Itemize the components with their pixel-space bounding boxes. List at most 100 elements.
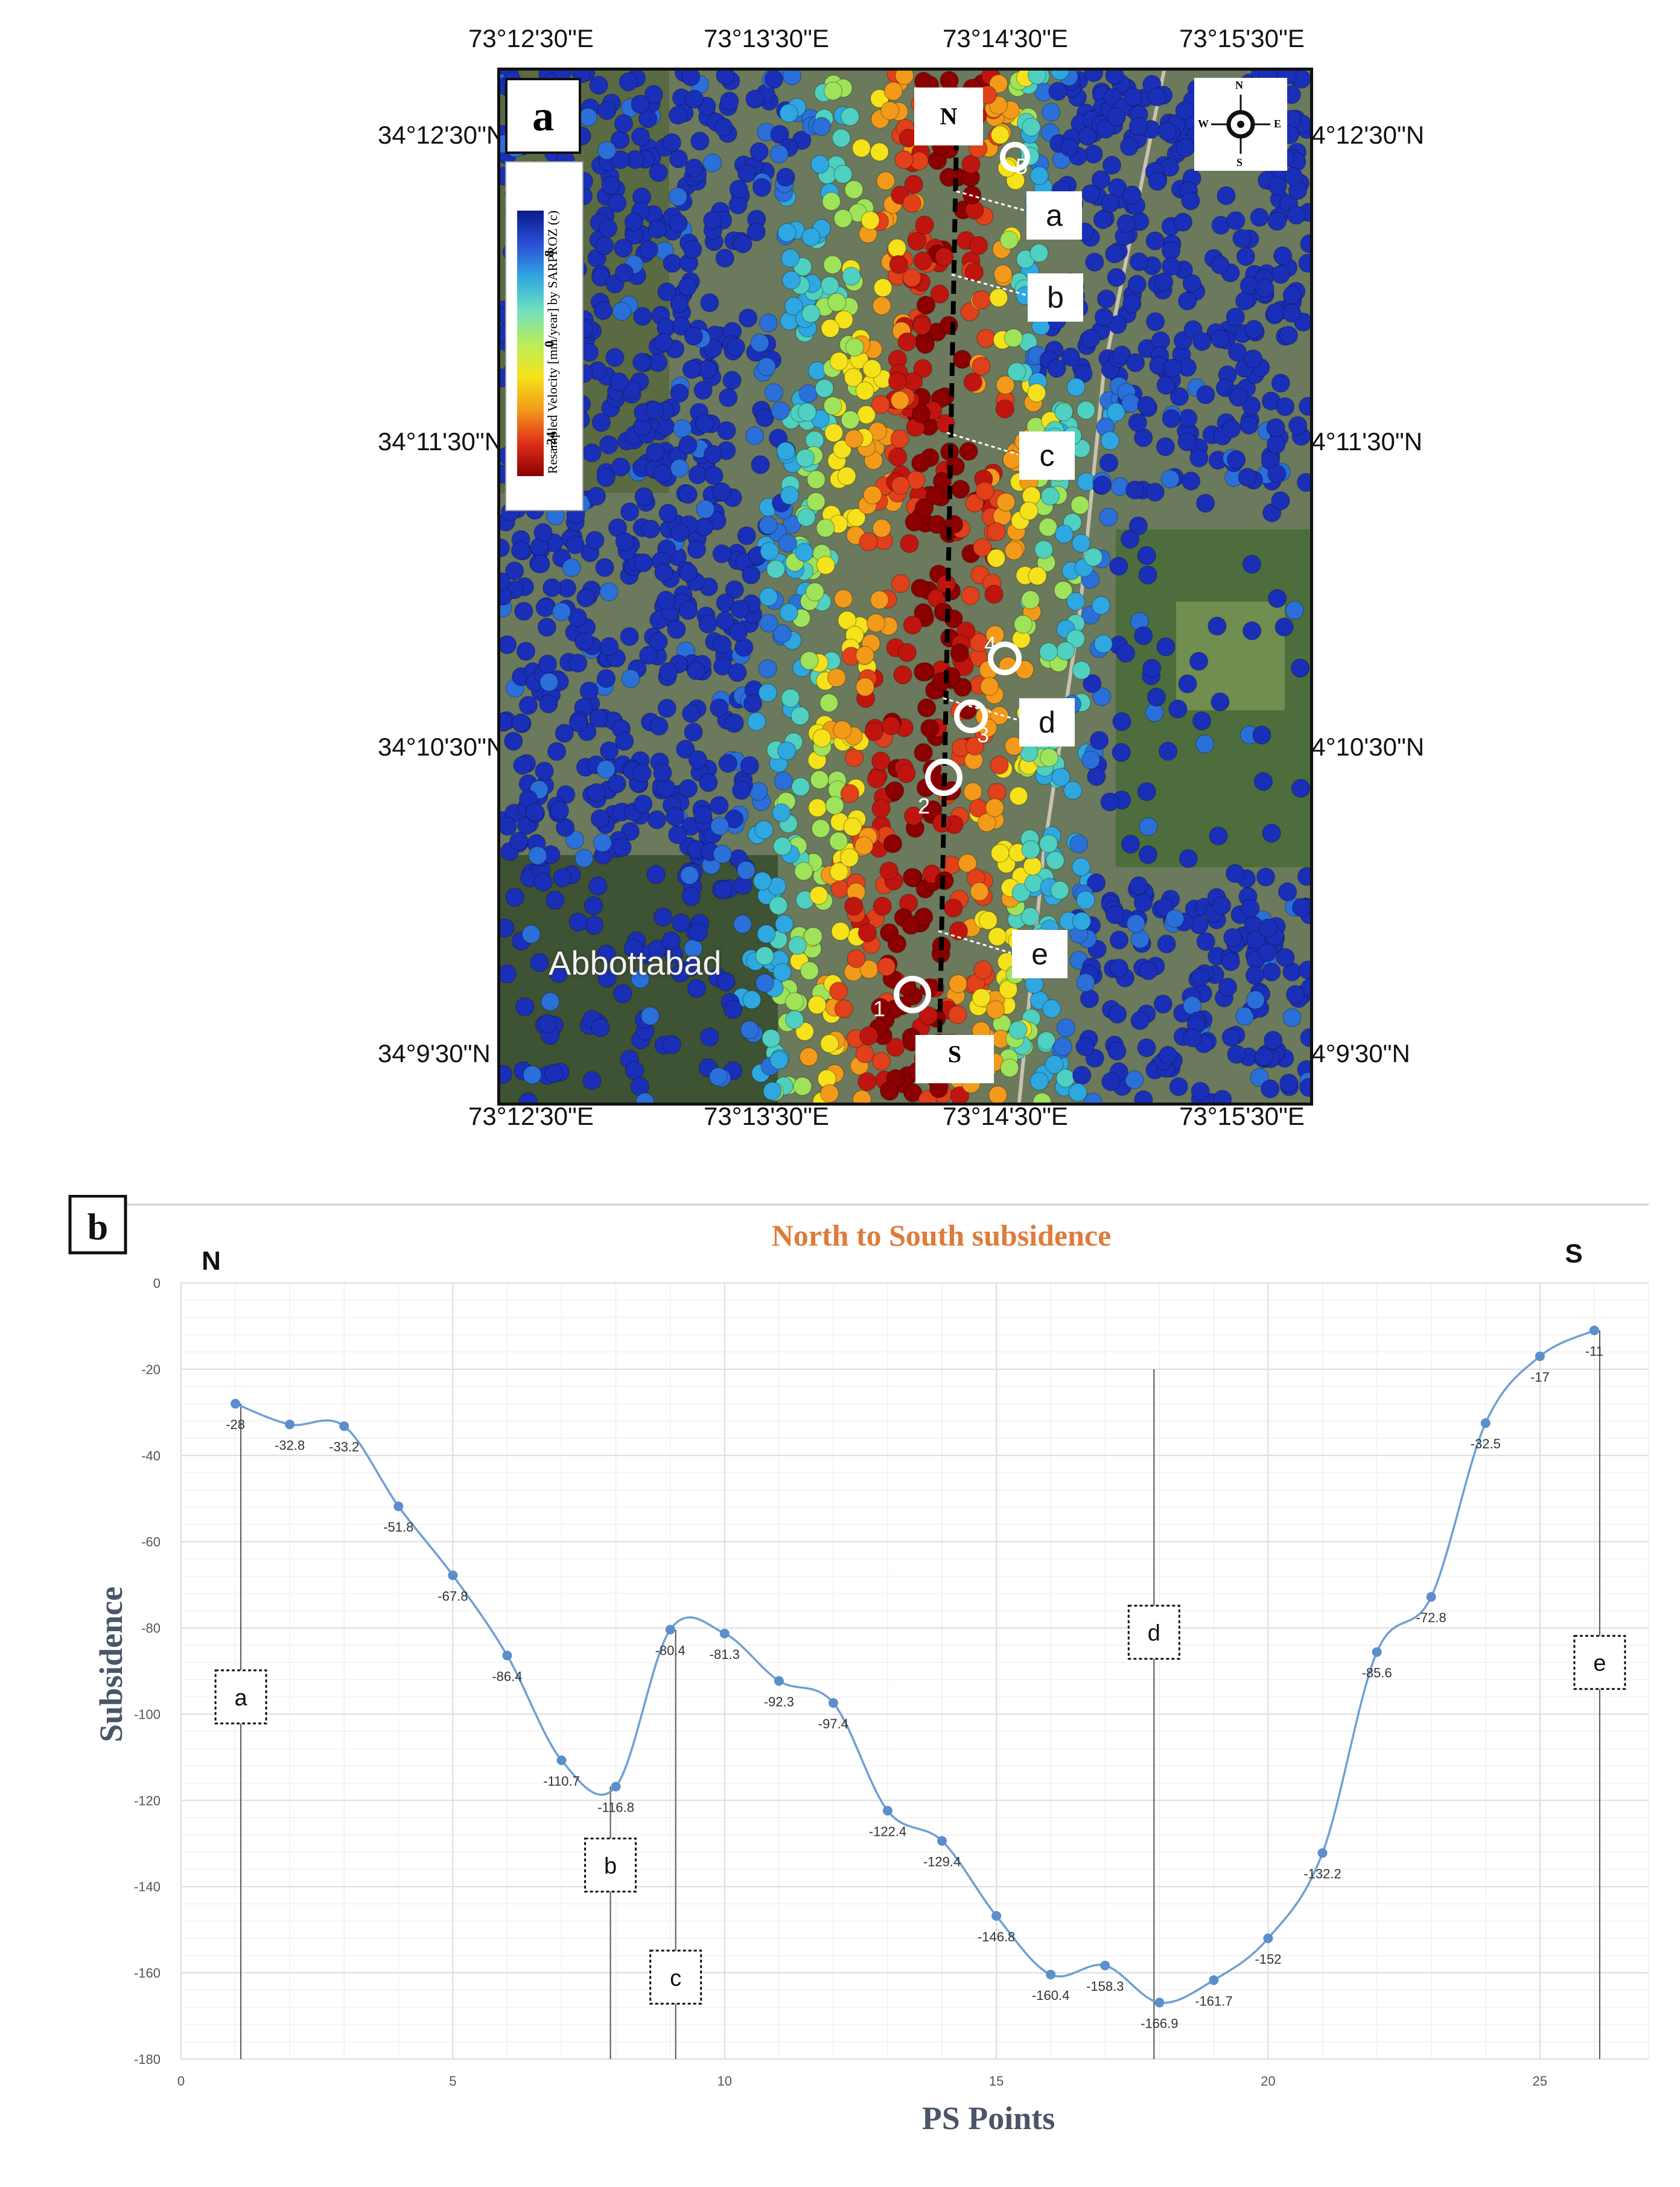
- ps-point: [715, 249, 735, 268]
- ps-point: [975, 481, 994, 501]
- ps-point: [539, 694, 558, 714]
- ps-point: [1029, 243, 1049, 263]
- ps-point: [597, 141, 617, 161]
- ps-point: [690, 132, 710, 151]
- ps-point: [708, 1067, 728, 1086]
- bottom-lon-label: 73°14'30"E: [943, 1102, 1068, 1130]
- ps-point: [1156, 375, 1176, 395]
- ps-point: [500, 964, 517, 984]
- ps-point: [568, 912, 588, 932]
- data-label: -158.3: [1086, 1979, 1124, 1994]
- ps-point: [1242, 555, 1262, 574]
- ps-point: [1039, 834, 1058, 853]
- ps-point: [521, 925, 541, 944]
- ps-point: [1178, 674, 1197, 693]
- ps-point: [1168, 699, 1188, 719]
- ps-point: [611, 150, 630, 170]
- ps-point: [844, 896, 864, 916]
- profile-line: [937, 136, 959, 1043]
- x-tick-label: 20: [1261, 2074, 1275, 2089]
- ps-point: [562, 558, 581, 578]
- ps-point: [901, 915, 921, 935]
- ps-point: [684, 326, 704, 346]
- ps-point: [948, 1005, 967, 1025]
- ps-point: [1093, 634, 1113, 654]
- ps-point: [1290, 658, 1310, 678]
- ps-point: [784, 1010, 804, 1030]
- ps-point: [528, 845, 547, 865]
- ps-point: [781, 689, 800, 708]
- compass-icon: [1211, 95, 1270, 154]
- ps-point: [593, 301, 613, 320]
- ps-point: [682, 360, 702, 379]
- ps-point: [1153, 995, 1172, 1014]
- ps-point: [614, 238, 633, 258]
- marker-label-5: 5: [1016, 154, 1028, 179]
- subsidence-series-line: [235, 1329, 1595, 2004]
- ps-point: [829, 352, 849, 371]
- ps-point: [894, 150, 914, 170]
- ps-point: [1236, 247, 1256, 266]
- ps-point: [1066, 629, 1086, 649]
- ps-point: [1122, 185, 1142, 205]
- data-label: -32.8: [275, 1437, 305, 1453]
- velocity-legend: 8 0 -24 Resampled Velocity [mm/year] by …: [505, 161, 584, 511]
- ps-point: [1069, 834, 1089, 854]
- ps-point: [755, 408, 774, 427]
- ps-point: [1125, 353, 1145, 372]
- ps-point: [1245, 966, 1265, 985]
- ps-point: [605, 348, 625, 368]
- ps-point: [1050, 71, 1070, 81]
- ps-point: [582, 443, 602, 463]
- ps-point: [801, 227, 821, 247]
- ps-point: [648, 939, 667, 959]
- ps-point: [599, 637, 619, 657]
- ps-point: [879, 861, 899, 881]
- ps-point: [613, 984, 632, 1004]
- ps-point: [984, 584, 1004, 604]
- ps-point: [665, 807, 685, 827]
- ps-point: [985, 798, 1005, 818]
- ps-point: [1099, 508, 1118, 527]
- ps-point: [589, 75, 608, 95]
- ps-point: [1093, 210, 1113, 229]
- ps-point: [1126, 914, 1146, 934]
- ps-point: [1070, 495, 1090, 515]
- ps-point: [979, 676, 999, 696]
- ps-point: [668, 187, 688, 206]
- ps-point: [757, 357, 777, 377]
- ps-point: [871, 998, 890, 1017]
- ps-point: [823, 81, 843, 101]
- ps-point: [1212, 1089, 1232, 1103]
- ps-point: [1096, 119, 1115, 139]
- ps-point: [1145, 482, 1165, 502]
- ps-point: [747, 711, 766, 731]
- ps-point: [738, 308, 758, 328]
- ps-point: [740, 1020, 760, 1040]
- ps-point: [1227, 1045, 1246, 1064]
- ps-point: [641, 519, 661, 539]
- ps-point: [972, 988, 991, 1008]
- satellite-map[interactable]: a 8 0 -24 Resampled Velocity [mm/year] b…: [497, 68, 1313, 1106]
- ps-point: [568, 654, 588, 673]
- ps-point: [879, 1081, 899, 1101]
- ps-point: [587, 486, 606, 506]
- ps-point: [1156, 637, 1176, 657]
- ps-point: [1137, 1038, 1156, 1057]
- ps-point: [623, 938, 643, 958]
- ps-point: [827, 668, 847, 687]
- ps-point: [916, 295, 936, 315]
- ps-point: [688, 750, 708, 769]
- marker-ring-5: [1000, 142, 1030, 172]
- ps-point: [1156, 437, 1176, 457]
- ps-point: [890, 390, 910, 410]
- ps-point: [590, 809, 610, 829]
- ps-point: [700, 1027, 719, 1047]
- ps-point: [887, 934, 907, 953]
- ps-point: [1297, 867, 1310, 887]
- ps-point: [763, 1081, 782, 1101]
- ps-point: [809, 885, 829, 905]
- ps-point: [1045, 1055, 1064, 1074]
- callout-e: e: [1012, 930, 1068, 978]
- ps-point: [897, 332, 917, 352]
